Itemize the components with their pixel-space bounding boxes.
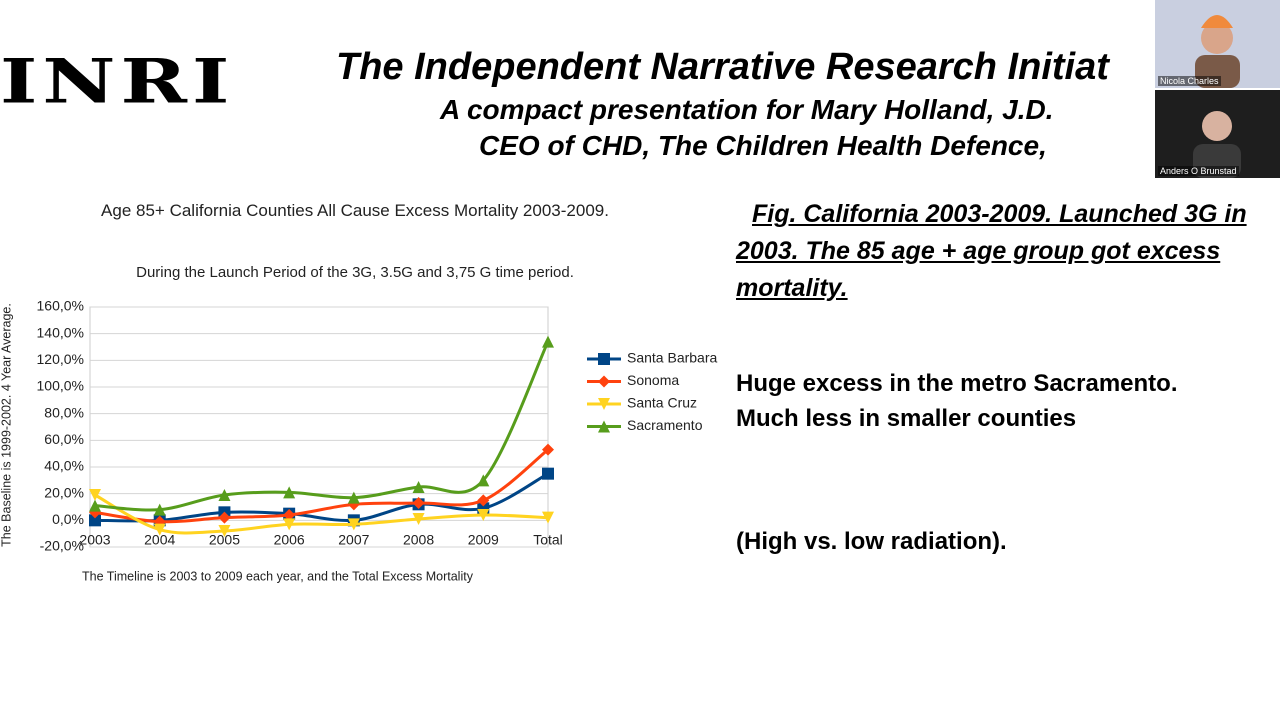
marker (89, 499, 101, 512)
marker (542, 335, 554, 348)
x-tick-label: 2003 (79, 532, 110, 548)
x-tick-label: 2008 (403, 532, 434, 548)
y-tick-label: 140,0% (37, 324, 84, 340)
note-text: Huge excess in the metro Sacramento. (736, 370, 1178, 397)
marker (283, 509, 296, 521)
x-tick-label: 2007 (338, 532, 369, 548)
legend-label: Sonoma (627, 372, 679, 388)
marker (283, 518, 296, 531)
note-text: Much less in smaller counties (736, 405, 1077, 432)
chart: The Timeline is 2003 to 2009 each year, … (0, 298, 717, 584)
marker (477, 474, 490, 487)
slide-subtitle: A compact presentation for Mary Holland,… (440, 94, 1054, 125)
y-axis-label: The Baseline is 1999-2002. 4 Year Averag… (0, 303, 13, 547)
marker (542, 511, 554, 524)
slide-subtitle: CEO of CHD, The Children Health Defence, (479, 130, 1047, 161)
participant-name: Anders O Brunstad (1158, 166, 1239, 176)
y-tick-label: 20,0% (44, 484, 84, 500)
y-tick-label: 60,0% (44, 431, 84, 447)
slide-title: The Independent Narrative Research Initi… (336, 46, 1109, 88)
marker (598, 375, 610, 388)
marker (598, 353, 610, 365)
x-tick-label: 2009 (468, 532, 499, 548)
logo: INRI (0, 46, 235, 118)
marker (347, 518, 360, 531)
legend-label: Sacramento (627, 417, 703, 433)
x-tick-label: 2004 (144, 532, 175, 548)
marker (89, 489, 101, 501)
marker (542, 443, 554, 456)
y-tick-label: 40,0% (44, 458, 84, 474)
marker (598, 420, 610, 433)
video-tile[interactable]: Nicola Charles (1155, 0, 1280, 88)
video-feed (1193, 111, 1241, 178)
marker (218, 489, 231, 501)
x-tick-label: 2005 (209, 532, 240, 548)
marker (153, 503, 166, 516)
y-tick-label: 100,0% (37, 378, 84, 394)
marker (412, 497, 425, 509)
marker (347, 491, 360, 504)
marker (477, 494, 490, 507)
y-tick-label: 80,0% (44, 404, 84, 420)
y-tick-label: -20,0% (40, 538, 84, 554)
legend-label: Santa Barbara (627, 350, 717, 366)
marker (542, 467, 554, 480)
figure-caption: Fig. California 2003-2009. Launched 3G i… (736, 200, 1247, 302)
series-line (94, 493, 549, 535)
marker (598, 398, 610, 410)
chart-title: Age 85+ California Counties All Cause Ex… (101, 201, 609, 220)
marker (153, 523, 166, 536)
marker (89, 514, 101, 527)
marker (218, 511, 231, 524)
chart-subtitle: During the Launch Period of the 3G, 3.5G… (136, 264, 574, 281)
x-axis-label: The Timeline is 2003 to 2009 each year, … (82, 569, 474, 583)
marker (218, 525, 231, 537)
marker (477, 509, 490, 521)
y-tick-label: 160,0% (37, 298, 84, 314)
y-tick-label: 0,0% (52, 511, 84, 527)
marker (283, 486, 296, 499)
series-line (94, 472, 549, 523)
video-tile[interactable]: Anders O Brunstad (1155, 90, 1280, 178)
x-tick-label: Total (533, 532, 563, 548)
y-tick-label: 120,0% (37, 351, 84, 367)
marker (412, 513, 425, 525)
x-tick-label: 2006 (274, 532, 305, 548)
participant-name: Nicola Charles (1158, 76, 1221, 86)
legend-label: Santa Cruz (627, 395, 697, 411)
note-text: (High vs. low radiation). (736, 528, 1007, 555)
video-feed (1195, 15, 1240, 88)
marker (412, 481, 425, 493)
